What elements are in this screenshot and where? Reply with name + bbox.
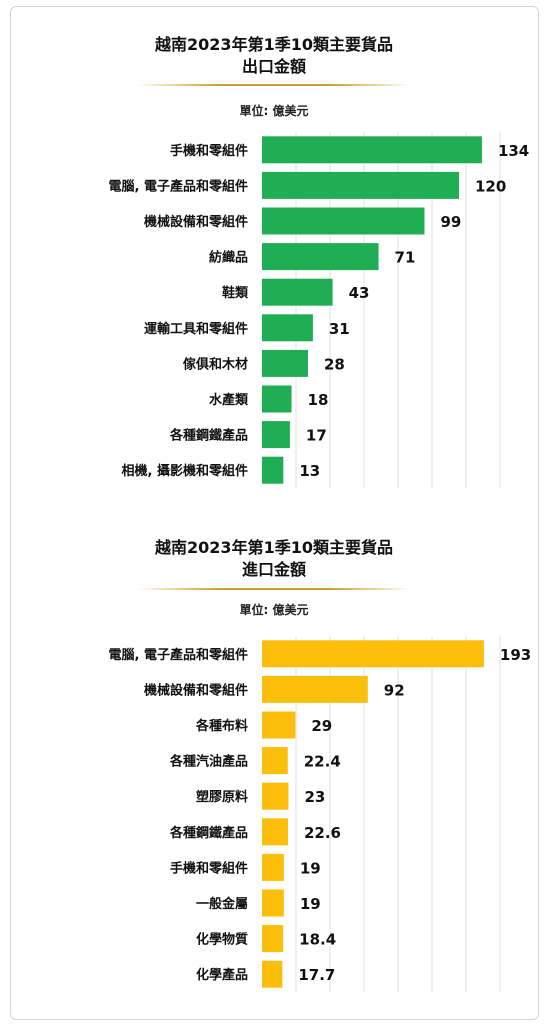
import-bar xyxy=(262,960,283,988)
export-bar xyxy=(262,207,425,235)
export-category-label: 各種鋼鐵產品 xyxy=(169,428,248,444)
import-category-label: 各種汽油產品 xyxy=(169,754,248,770)
import-chart-title: 越南2023年第1季10類主要貨品 xyxy=(155,538,393,557)
import-bar xyxy=(262,925,284,953)
export-bar xyxy=(262,456,284,484)
export-bar xyxy=(262,349,308,377)
import-category-label: 一般金屬 xyxy=(196,896,248,912)
import-bar xyxy=(262,853,284,881)
import-value-label: 19 xyxy=(300,895,321,913)
export-bar-plot: 手機和零組件 134 電腦, 電子產品和零組件 120 機械設備和零組件 99 紡織品 71 鞋… xyxy=(109,132,529,488)
import-bar xyxy=(262,782,289,810)
import-value-label: 22.4 xyxy=(304,753,341,771)
import-value-label: 92 xyxy=(384,681,405,699)
import-value-label: 22.6 xyxy=(304,824,341,842)
import-bar-plot: 電腦, 電子產品和零組件 193 機械設備和零組件 92 各種布料 29 各種汽油產品 22.… xyxy=(109,636,531,992)
import-category-label: 化學產品 xyxy=(196,967,248,983)
import-category-label: 塑膠原料 xyxy=(196,789,248,805)
export-bar xyxy=(262,136,482,164)
export-category-label: 紡織品 xyxy=(209,250,248,266)
import-value-label: 193 xyxy=(500,646,531,664)
export-bar xyxy=(262,278,333,306)
export-value-label: 28 xyxy=(324,355,345,373)
export-category-label: 電腦, 電子產品和零組件 xyxy=(109,178,248,194)
export-bar xyxy=(262,385,292,413)
export-bar xyxy=(262,171,459,199)
import-value-label: 23 xyxy=(304,788,325,806)
import-category-label: 電腦, 電子產品和零組件 xyxy=(109,647,248,663)
export-unit-label: 單位: 億美元 xyxy=(239,104,309,118)
export-value-label: 17 xyxy=(306,427,327,445)
import-title-divider xyxy=(138,588,410,590)
export-category-label: 鞋類 xyxy=(222,285,249,301)
export-category-label: 傢俱和木材 xyxy=(182,356,248,372)
import-value-label: 29 xyxy=(311,717,332,735)
import-category-label: 化學物質 xyxy=(196,932,248,948)
export-value-label: 99 xyxy=(440,213,461,231)
import-value-label: 18.4 xyxy=(299,931,336,949)
import-value-label: 17.7 xyxy=(298,966,335,984)
export-bar xyxy=(262,243,379,271)
import-category-label: 各種鋼鐵產品 xyxy=(169,825,248,841)
export-category-label: 相機, 攝影機和零組件 xyxy=(122,463,248,479)
export-chart-title: 越南2023年第1季10類主要貨品 xyxy=(155,35,393,54)
export-bar xyxy=(262,421,290,449)
export-category-label: 運輸工具和零組件 xyxy=(144,321,248,337)
export-bar xyxy=(262,314,313,342)
import-category-label: 機械設備和零組件 xyxy=(144,682,248,698)
import-bar xyxy=(262,675,368,703)
export-title-divider xyxy=(138,84,410,86)
export-value-label: 71 xyxy=(395,249,416,267)
export-value-label: 120 xyxy=(475,177,506,195)
export-chart-subtitle: 出口金額 xyxy=(241,57,306,76)
export-value-label: 134 xyxy=(498,142,529,160)
export-value-label: 18 xyxy=(308,391,329,409)
import-chart-subtitle: 進口金額 xyxy=(241,560,306,579)
export-category-label: 水產類 xyxy=(209,392,249,408)
import-bar xyxy=(262,711,296,739)
import-category-label: 各種布料 xyxy=(195,718,248,734)
import-value-label: 19 xyxy=(300,859,321,877)
export-value-label: 43 xyxy=(349,284,370,302)
export-value-label: 13 xyxy=(299,462,320,480)
import-bar xyxy=(262,889,284,917)
import-category-label: 手機和零組件 xyxy=(170,860,248,876)
import-unit-label: 單位: 億美元 xyxy=(239,603,309,617)
import-bar xyxy=(262,640,484,668)
export-category-label: 機械設備和零組件 xyxy=(144,214,248,230)
import-bar xyxy=(262,818,288,846)
export-value-label: 31 xyxy=(329,320,350,338)
export-category-label: 手機和零組件 xyxy=(170,143,248,159)
import-bar xyxy=(262,747,288,775)
